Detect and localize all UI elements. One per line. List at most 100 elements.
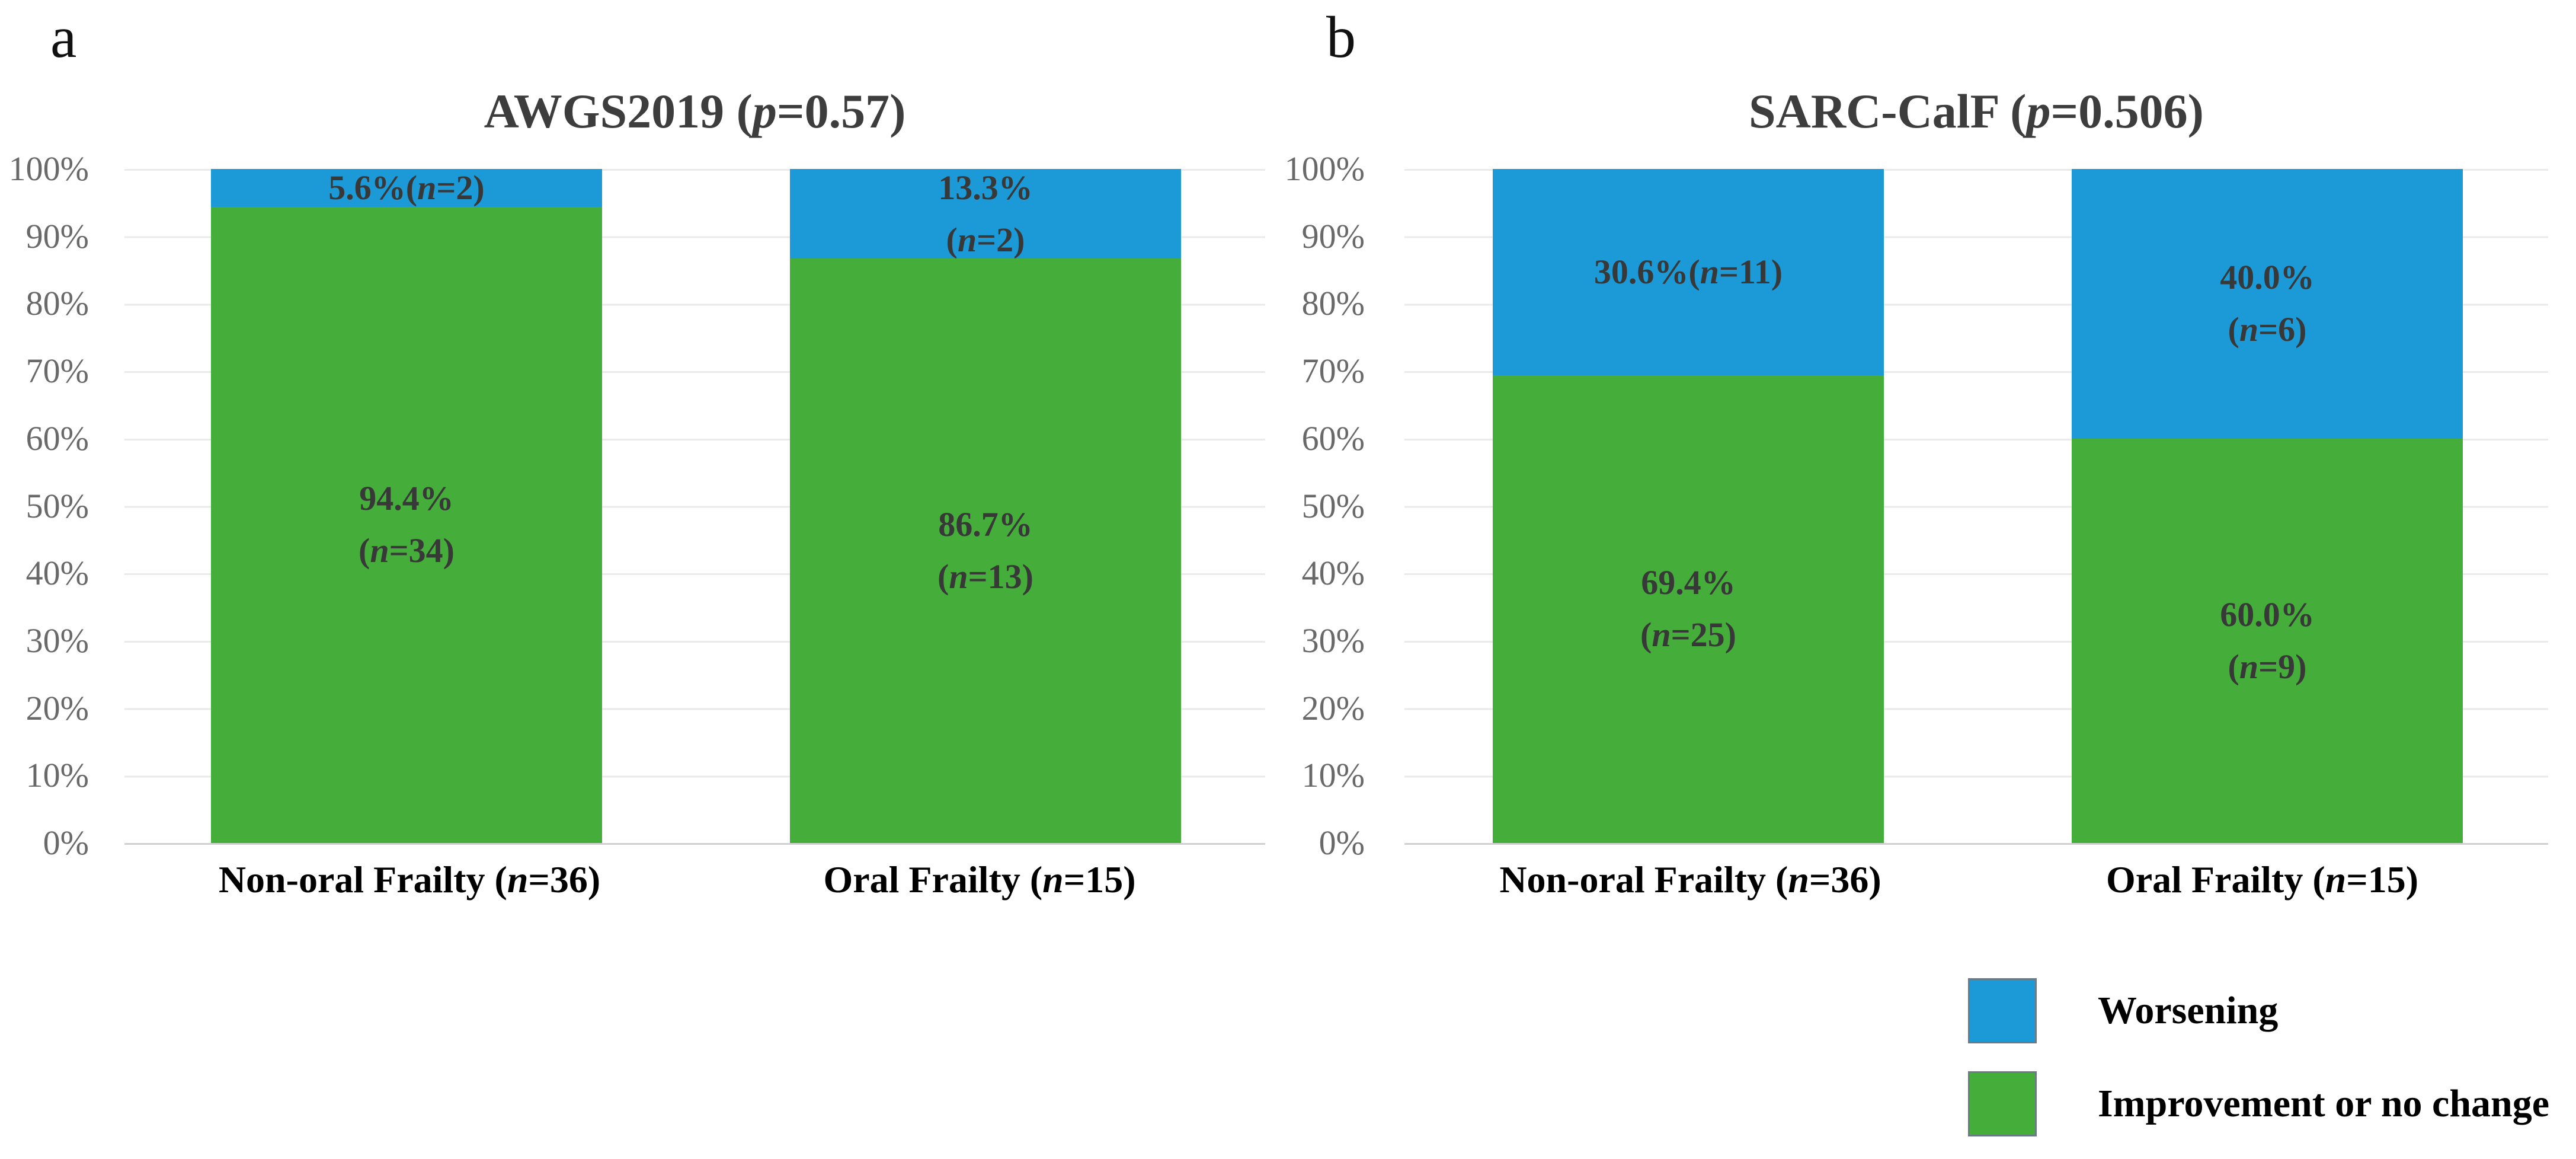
chart-title-awgs2019: AWGS2019 (p=0.57) <box>124 70 1265 153</box>
y-tick-50: 50% <box>1301 487 1365 525</box>
y-tick-0: 0% <box>43 823 89 862</box>
label-part: 40.0% <box>2220 258 2315 297</box>
y-tick-90: 90% <box>25 217 89 256</box>
label-part: ( <box>946 220 958 259</box>
y-tick-20: 20% <box>1301 689 1365 727</box>
label-line: 86.7% <box>937 499 1033 551</box>
y-tick-40: 40% <box>25 554 89 592</box>
label-part: =13) <box>968 557 1033 596</box>
title-part: AWGS2019 ( <box>484 84 753 138</box>
y-tick-30: 30% <box>1301 621 1365 660</box>
segment-worsening: 30.6%(n=11) <box>1493 169 1884 375</box>
y-axis-b: 100% 90% 80% 70% 60% 50% 40% 30% 20% 10%… <box>1276 149 1365 862</box>
label-part: Non-oral Frailty ( <box>1499 858 1788 901</box>
bar-b-oral-frailty: 40.0% (n=6) 60.0% (n=9) <box>2072 169 2463 843</box>
label-part: ( <box>2228 310 2239 349</box>
label-part: 30.6%( <box>1593 252 1700 291</box>
label-line: 30.6%(n=11) <box>1594 246 1783 298</box>
label-part: =2) <box>977 220 1025 259</box>
label-part: Oral Frailty ( <box>823 858 1043 901</box>
label-part: Oral Frailty ( <box>2105 858 2325 901</box>
y-tick-10: 10% <box>25 756 89 794</box>
label-part-italic: n <box>957 220 977 259</box>
label-part: =11) <box>1719 252 1783 291</box>
x-axis-label-a-oral: Oral Frailty (n=15) <box>695 855 1265 908</box>
title-part: =0.506) <box>2050 84 2204 138</box>
label-part: ( <box>1640 615 1652 654</box>
y-tick-70: 70% <box>25 352 89 390</box>
panel-b-letter: b <box>1326 4 1356 70</box>
data-label: 86.7% (n=13) <box>937 499 1033 603</box>
data-label: 30.6%(n=11) <box>1594 246 1783 298</box>
y-tick-20: 20% <box>25 689 89 727</box>
label-line: (n=25) <box>1640 609 1736 661</box>
segment-worsening: 40.0% (n=6) <box>2072 169 2463 439</box>
y-tick-90: 90% <box>1301 217 1365 256</box>
label-part: 86.7% <box>938 505 1033 544</box>
bar-a-nonoral-frailty: 5.6%(n=2) 94.4% (n=34) <box>211 168 602 843</box>
label-line: 13.3% <box>938 162 1033 214</box>
label-part-italic: n <box>2239 647 2259 686</box>
y-tick-70: 70% <box>1301 352 1365 390</box>
label-part-italic: n <box>2239 310 2259 349</box>
label-line: 5.6%(n=2) <box>328 162 484 214</box>
segment-improvement: 86.7% (n=13) <box>790 258 1181 843</box>
label-line: (n=34) <box>359 525 455 577</box>
y-tick-30: 30% <box>25 621 89 660</box>
label-part: =6) <box>2258 310 2307 349</box>
segment-improvement: 69.4% (n=25) <box>1493 375 1884 843</box>
data-label: 94.4% (n=34) <box>359 472 455 577</box>
label-part: =9) <box>2258 647 2307 686</box>
chart-title-sarc-calf: SARC-CalF (p=0.506) <box>1404 70 2548 153</box>
label-part-italic: n <box>949 557 968 596</box>
legend-swatch-improvement <box>1968 1071 2037 1136</box>
y-tick-80: 80% <box>25 284 89 323</box>
label-part-italic: n <box>1042 858 1064 901</box>
label-part-italic: n <box>507 858 529 901</box>
legend: Worsening Improvement or no change <box>1968 978 2576 1138</box>
label-part-italic: n <box>1700 252 1719 291</box>
segment-worsening: 5.6%(n=2) <box>211 168 602 207</box>
title-part-italic: p <box>752 84 777 138</box>
label-part-italic: n <box>1652 615 1671 654</box>
title-part: =0.57) <box>776 84 906 138</box>
label-part-italic: n <box>1788 858 1809 901</box>
x-axis-label-a-nonoral: Non-oral Frailty (n=36) <box>124 855 695 908</box>
label-part-italic: n <box>417 168 437 207</box>
label-part: =25) <box>1671 615 1736 654</box>
data-label: 69.4% (n=25) <box>1640 557 1736 661</box>
label-part: =2) <box>436 168 485 207</box>
x-axis-label-b-nonoral: Non-oral Frailty (n=36) <box>1404 855 1976 908</box>
plot-area-b: 30.6%(n=11) 69.4% (n=25) 40.0% (n=6) 60.… <box>1404 169 2548 845</box>
y-tick-40: 40% <box>1301 554 1365 592</box>
label-part: 5.6%( <box>328 168 418 207</box>
y-tick-100: 100% <box>8 149 89 188</box>
y-axis-a: 100% 90% 80% 70% 60% 50% 40% 30% 20% 10%… <box>0 149 89 862</box>
segment-worsening: 13.3% (n=2) <box>790 168 1181 259</box>
label-part-italic: n <box>370 531 389 570</box>
panel-a-letter: a <box>50 4 77 70</box>
label-part: =36) <box>1809 858 1881 901</box>
plot-area-a: 5.6%(n=2) 94.4% (n=34) 13.3% (n=2) 86.7% <box>124 168 1265 845</box>
label-part: 60.0% <box>2220 595 2315 634</box>
label-part: =34) <box>389 531 455 570</box>
y-tick-100: 100% <box>1284 149 1365 188</box>
legend-label-worsening: Worsening <box>2098 989 2279 1032</box>
label-part: 13.3% <box>938 168 1033 207</box>
label-part: 69.4% <box>1641 563 1736 602</box>
data-label: 5.6%(n=2) <box>328 162 484 214</box>
label-line: (n=13) <box>937 551 1033 603</box>
y-tick-50: 50% <box>25 487 89 525</box>
segment-improvement: 94.4% (n=34) <box>211 206 602 843</box>
label-line: 94.4% <box>359 472 455 525</box>
y-tick-10: 10% <box>1301 756 1365 794</box>
label-part-italic: n <box>2325 858 2347 901</box>
label-part: ( <box>2228 647 2239 686</box>
label-part: ( <box>937 557 949 596</box>
legend-swatch-worsening <box>1968 978 2037 1043</box>
title-part-italic: p <box>2026 84 2051 138</box>
label-line: 60.0% <box>2220 589 2315 641</box>
data-label: 40.0% (n=6) <box>2220 251 2315 356</box>
label-part: 94.4% <box>359 479 454 518</box>
label-line: (n=2) <box>938 214 1033 266</box>
